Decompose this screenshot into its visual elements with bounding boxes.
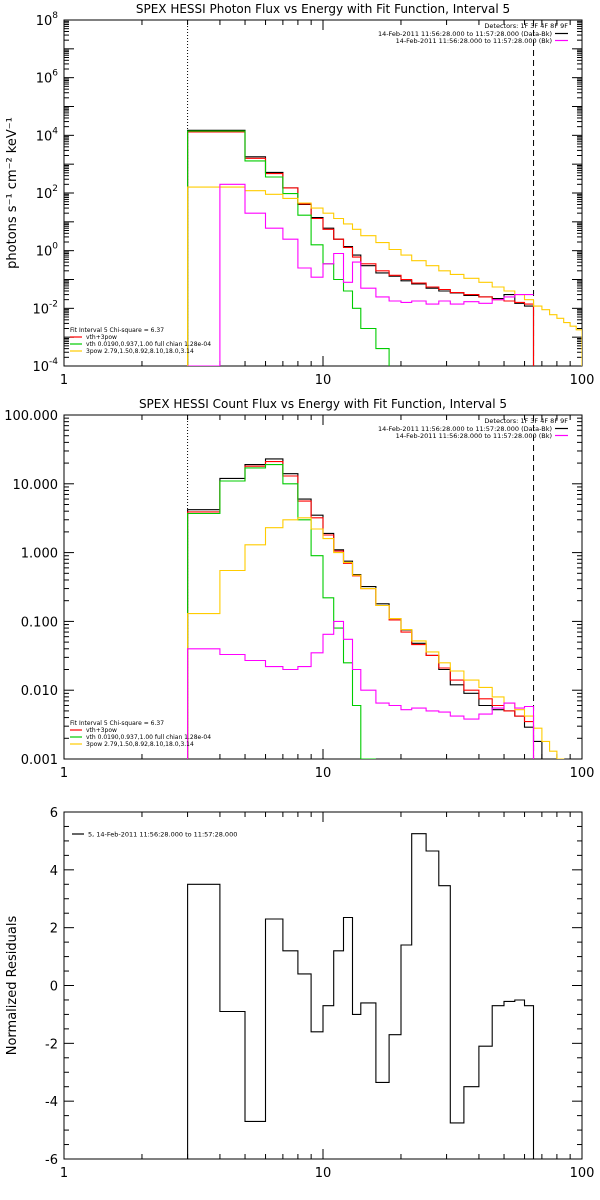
fit-legend-entry: 3pow 2.79,1.50,8.92,8.10,18.0,3.14 xyxy=(86,741,194,748)
series-line-0 xyxy=(187,833,535,1159)
y-tick-label: 10-4 xyxy=(32,357,58,375)
x-tick-label: 10 xyxy=(315,766,332,781)
legend-entry: 5, 14-Feb-2011 11:56:28.000 to 11:57:28.… xyxy=(88,831,237,839)
legend-detectors: Detectors: 1F 3F 4F 8F 9F xyxy=(484,22,568,30)
count-flux-panel: SPEX HESSI Count Flux vs Energy with Fit… xyxy=(4,397,594,781)
y-tick-label: 0.100 xyxy=(21,615,58,630)
x-tick-label: 100 xyxy=(570,1166,595,1181)
fit-legend-entry: vth+3pow xyxy=(86,334,117,341)
y-tick-label: 0.001 xyxy=(21,753,58,768)
y-tick-label: 10.000 xyxy=(13,478,59,493)
fit-legend-entry: vth 0.0190,0.937,1.00 full chian 1.28e-0… xyxy=(86,341,211,348)
chart-title: SPEX HESSI Photon Flux vs Energy with Fi… xyxy=(136,2,510,16)
x-tick-label: 10 xyxy=(315,1166,332,1181)
x-tick-label: 100 xyxy=(570,766,595,781)
fit-legend-entry: 3pow 2.79,1.50,8.92,8.10,18.0,3.14 xyxy=(86,348,194,355)
y-tick-label: 0.010 xyxy=(21,684,58,699)
y-tick-label: 102 xyxy=(36,184,58,202)
x-tick-label: 10 xyxy=(315,373,332,388)
y-tick-label: 106 xyxy=(36,69,59,87)
series-line-3 xyxy=(187,186,582,366)
legend-detectors: Detectors: 1F 3F 4F 8F 9F xyxy=(484,417,568,425)
y-tick-label: 2 xyxy=(50,922,58,937)
y-tick-label: 100.000 xyxy=(4,409,58,424)
series-line-4 xyxy=(187,183,534,366)
fit-legend-header: Fit Interval 5 Chi-square = 6.37 xyxy=(70,327,164,334)
y-tick-label: -6 xyxy=(45,1153,58,1168)
y-axis-label: Normalized Residuals xyxy=(5,916,20,1056)
x-tick-label: 100 xyxy=(570,373,595,388)
x-tick-label: 1 xyxy=(60,766,68,781)
photon-flux-panel: SPEX HESSI Photon Flux vs Energy with Fi… xyxy=(5,2,594,388)
y-tick-label: 6 xyxy=(50,806,58,821)
legend-entry: 14-Feb-2011 11:56:28.000 to 11:57:28.000… xyxy=(378,30,552,38)
y-tick-label: 1.000 xyxy=(21,547,58,562)
legend-entry: 14-Feb-2011 11:56:28.000 to 11:57:28.000… xyxy=(378,425,552,433)
residuals-panel: 1 10 100 -6 -4 -2 0 2 4 6 Normalized Residuals 5, 1… xyxy=(5,806,594,1181)
y-tick-label: 104 xyxy=(36,126,59,144)
fit-legend-header: Fit Interval 5 Chi-square = 6.37 xyxy=(70,720,164,727)
y-tick-label: 108 xyxy=(36,11,59,29)
series-line-3 xyxy=(187,517,582,759)
y-tick-label: 4 xyxy=(50,864,58,879)
fit-legend-entry: vth+3pow xyxy=(86,727,117,734)
x-tick-label: 1 xyxy=(60,373,68,388)
y-tick-label: 100 xyxy=(36,242,59,260)
series-line-1 xyxy=(187,131,535,366)
legend-entry: 14-Feb-2011 11:56:28.000 to 11:57:28.000… xyxy=(396,37,552,45)
series-line-4 xyxy=(187,620,535,759)
fit-legend-entry: vth 0.0190,0.937,1.00 full chian 1.28e-0… xyxy=(86,734,211,741)
y-tick-label: -2 xyxy=(45,1037,58,1052)
y-tick-label: 0 xyxy=(50,980,58,995)
y-axis-label: photons s⁻¹ cm⁻² keV⁻¹ xyxy=(5,117,20,269)
chart-title: SPEX HESSI Count Flux vs Energy with Fit… xyxy=(139,397,507,411)
x-tick-label: 1 xyxy=(60,1166,68,1181)
y-tick-label: 10-2 xyxy=(32,299,58,317)
legend-entry: 14-Feb-2011 11:56:28.000 to 11:57:28.000… xyxy=(396,432,552,440)
y-tick-label: -4 xyxy=(45,1095,58,1110)
